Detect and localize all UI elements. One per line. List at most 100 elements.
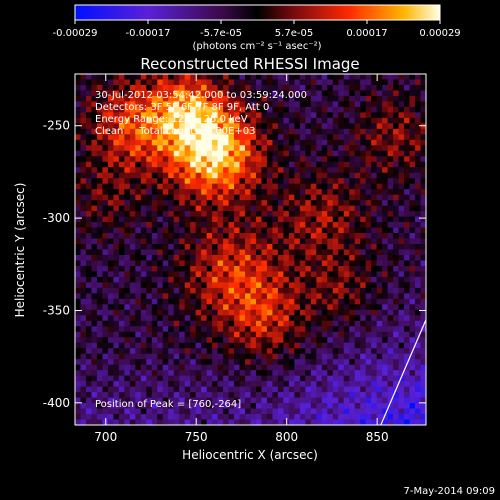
heatmap-cell [201, 194, 208, 201]
heatmap-cell [382, 282, 389, 289]
heatmap-cell [365, 222, 372, 228]
heatmap-cell [310, 375, 317, 382]
heatmap-cell [305, 216, 312, 223]
heatmap-cell [118, 238, 125, 245]
heatmap-cell [234, 74, 240, 80]
heatmap-cell [184, 348, 191, 355]
heatmap-cell [338, 326, 345, 333]
heatmap-cell [239, 227, 246, 234]
heatmap-cell [316, 178, 323, 185]
heatmap-cell [212, 337, 218, 344]
heatmap-cell [404, 233, 410, 239]
heatmap-cell [157, 90, 164, 97]
heatmap-cell [129, 84, 136, 91]
heatmap-cell [365, 90, 372, 97]
heatmap-cell [310, 95, 317, 102]
heatmap-cell [162, 315, 169, 322]
heatmap-cell [343, 315, 350, 322]
heatmap-cell [398, 370, 405, 377]
heatmap-cell [305, 200, 312, 207]
heatmap-cell [195, 139, 202, 146]
heatmap-cell [107, 156, 114, 163]
heatmap-cell [310, 112, 317, 119]
heatmap-cell [195, 403, 202, 409]
heatmap-cell [398, 249, 405, 256]
heatmap-cell [349, 359, 356, 366]
heatmap-cell [118, 359, 125, 366]
heatmap-cell [201, 233, 208, 239]
heatmap-cell [234, 106, 240, 113]
heatmap-cell [261, 123, 268, 130]
heatmap-cell [75, 408, 81, 415]
heatmap-cell [371, 254, 378, 261]
heatmap-cell [250, 326, 257, 333]
heatmap-cell [162, 194, 169, 201]
heatmap-cell [255, 403, 262, 409]
heatmap-cell [387, 271, 394, 278]
heatmap-cell [305, 309, 312, 316]
heatmap-cell [277, 183, 284, 190]
heatmap-cell [349, 200, 356, 207]
heatmap-cell [288, 205, 295, 212]
heatmap-cell [321, 178, 328, 185]
heatmap-cell [162, 101, 169, 108]
heatmap-cell [250, 331, 257, 338]
heatmap-cell [85, 244, 92, 250]
heatmap-cell [272, 95, 279, 102]
heatmap-cell [223, 200, 229, 207]
heatmap-cell [96, 271, 103, 278]
heatmap-cell [124, 304, 131, 311]
heatmap-cell [168, 254, 175, 261]
heatmap-cell [305, 254, 312, 261]
heatmap-cell [168, 364, 175, 371]
heatmap-cell [349, 178, 356, 185]
heatmap-cell [360, 287, 367, 294]
heatmap-cell [382, 183, 389, 190]
heatmap-cell [420, 145, 426, 152]
heatmap-cell [129, 106, 136, 113]
heatmap-cell [118, 194, 125, 201]
heatmap-cell [179, 315, 186, 322]
heatmap-cell [283, 227, 290, 234]
heatmap-cell [173, 227, 180, 234]
heatmap-cell [387, 419, 394, 425]
heatmap-cell [387, 265, 394, 272]
heatmap-cell [266, 309, 273, 316]
heatmap-cell [393, 134, 399, 141]
heatmap-cell [299, 233, 306, 239]
heatmap-cell [195, 298, 202, 305]
heatmap-cell [409, 309, 416, 316]
heatmap-cell [184, 265, 191, 272]
heatmap-cell [305, 145, 312, 152]
heatmap-cell [327, 178, 334, 185]
heatmap-cell [288, 375, 295, 382]
heatmap-cell [228, 244, 235, 250]
heatmap-cell [376, 271, 383, 278]
heatmap-cell [387, 150, 394, 157]
heatmap-cell [75, 167, 81, 174]
heatmap-cell [261, 403, 268, 409]
heatmap-cell [376, 183, 383, 190]
heatmap-cell [223, 123, 229, 130]
heatmap-cell [135, 145, 142, 152]
heatmap-cell [85, 172, 92, 179]
heatmap-cell [398, 172, 405, 179]
heatmap-cell [75, 320, 81, 327]
heatmap-cell [129, 79, 136, 86]
heatmap-cell [354, 244, 361, 250]
heatmap-cell [294, 167, 301, 174]
heatmap-cell [277, 95, 284, 102]
heatmap-cell [266, 397, 273, 404]
heatmap-cell [332, 260, 339, 267]
heatmap-cell [91, 79, 98, 86]
heatmap-cell [360, 353, 367, 360]
heatmap-cell [393, 216, 399, 223]
heatmap-cell [157, 79, 164, 86]
heatmap-cell [91, 106, 98, 113]
heatmap-cell [201, 134, 208, 141]
heatmap-cell [387, 106, 394, 113]
heatmap-cell [113, 370, 120, 377]
heatmap-cell [376, 233, 383, 239]
heatmap-cell [354, 386, 361, 393]
heatmap-cell [223, 249, 229, 256]
